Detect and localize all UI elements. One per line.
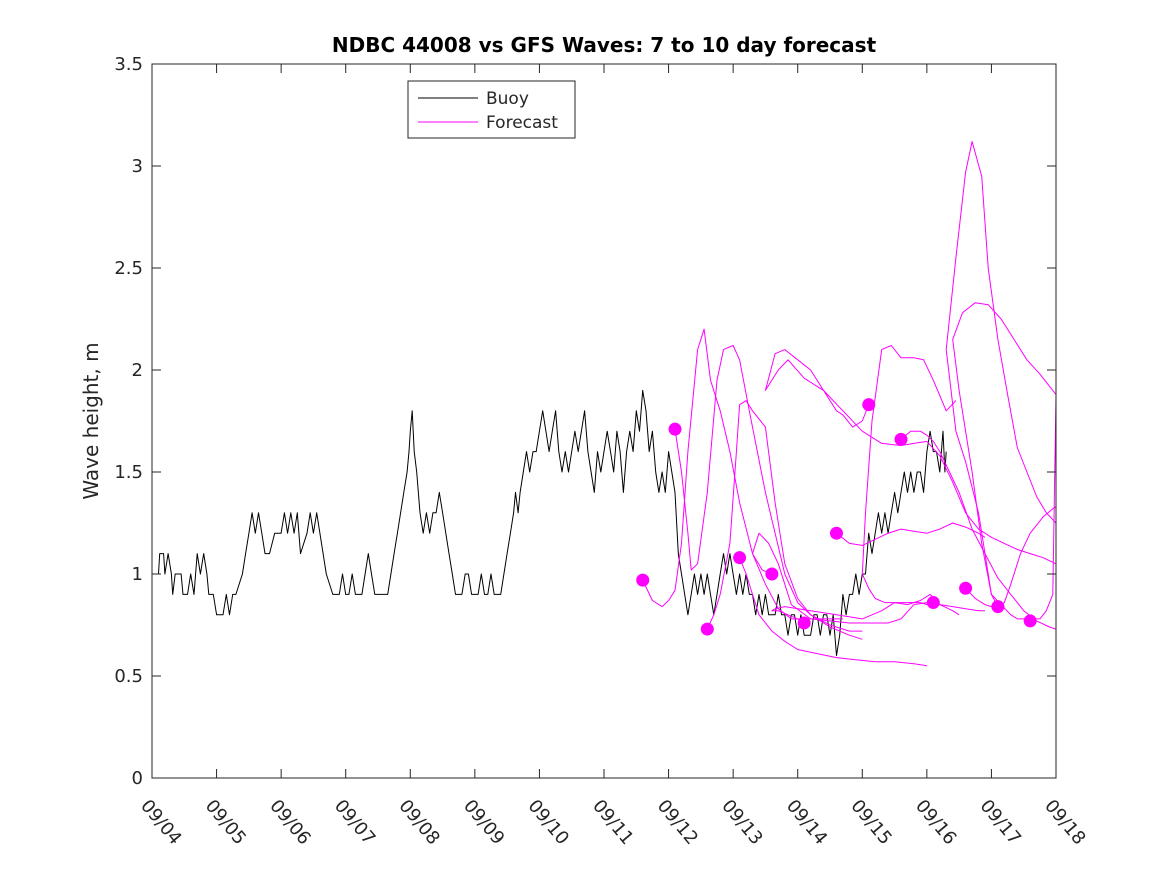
legend-box: [407, 80, 576, 139]
forecast-start-marker-13: [1023, 614, 1037, 628]
y-axis-label: Wave height, m: [79, 342, 103, 499]
y-tick-label: 0: [132, 768, 143, 789]
chart-title: NDBC 44008 vs GFS Waves: 7 to 10 day for…: [332, 33, 877, 57]
forecast-start-marker-5: [765, 567, 779, 581]
forecast-series-line-4: [739, 557, 927, 667]
forecast-series-line-10: [861, 345, 957, 606]
forecast-markers: [636, 398, 1037, 636]
y-tick-label: 3: [132, 156, 143, 177]
buoy-series-line: [152, 389, 947, 657]
forecast-series-line-11: [965, 506, 1057, 608]
forecast-start-marker-2: [668, 422, 682, 436]
forecast-start-marker-12: [991, 600, 1005, 614]
forecast-start-marker-7: [829, 526, 843, 540]
forecast-series-line-3: [706, 400, 863, 640]
forecast-series-line-8: [764, 349, 1057, 565]
plot-area: [152, 64, 1056, 778]
forecast-start-marker-6: [797, 616, 811, 630]
legend-buoy-label: Buoy: [486, 89, 529, 109]
y-tick-label: 1.5: [114, 462, 143, 483]
forecast-start-marker-10: [926, 596, 940, 610]
forecast-start-marker-9: [894, 432, 908, 446]
y-tick-label: 1: [132, 564, 143, 585]
forecast-series-line-6: [771, 593, 960, 624]
forecast-start-marker-4: [733, 551, 747, 565]
y-tick-label: 2.5: [114, 258, 143, 279]
forecast-series-line-5: [752, 532, 985, 624]
y-tick-label: 3.5: [114, 54, 143, 75]
forecast-start-marker-11: [959, 581, 973, 595]
forecast-start-marker-8: [862, 398, 876, 412]
y-tick-label: 2: [132, 360, 143, 381]
forecast-start-marker-1: [636, 573, 650, 587]
forecast-series-line-7: [836, 522, 986, 546]
forecast-series-line-12: [945, 141, 1057, 607]
legend: Buoy Forecast: [407, 80, 576, 139]
legend-forecast-label: Forecast: [486, 113, 558, 133]
y-tick-label: 0.5: [114, 666, 143, 687]
forecast-series-line-13: [952, 302, 1057, 622]
forecast-start-marker-3: [700, 622, 714, 636]
